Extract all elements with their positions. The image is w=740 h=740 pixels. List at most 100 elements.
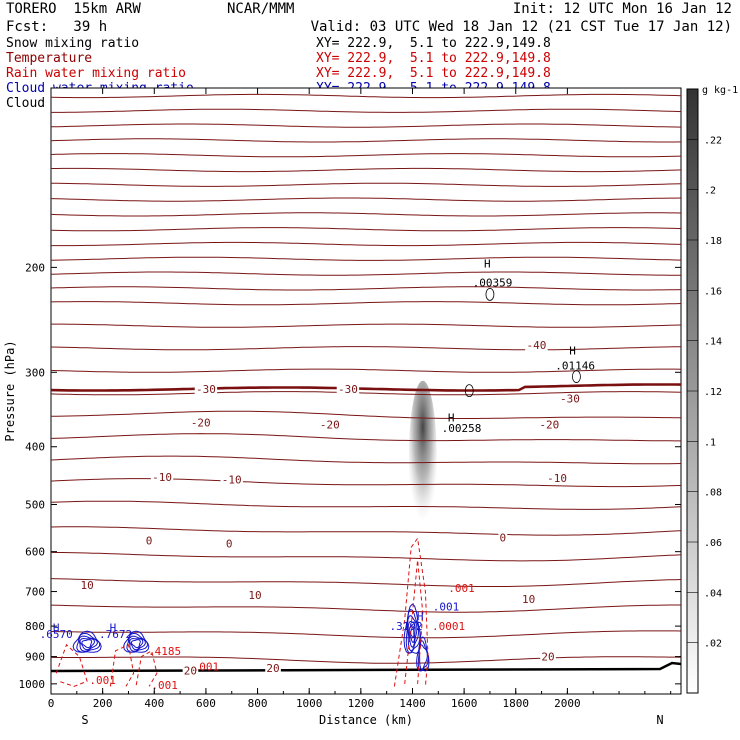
y-tick-label: 800 [25, 620, 45, 633]
x-tick-label: 2000 [554, 697, 581, 710]
isotherm-label: 0 [146, 535, 153, 548]
cloud-water-contour [418, 644, 428, 671]
rain-label: .001 [193, 660, 220, 673]
colorbar-tick-label: .04 [704, 588, 722, 599]
rain-water-contour [393, 537, 429, 687]
isotherm-line [51, 630, 681, 639]
isotherm-label-bg [520, 593, 537, 606]
y-tick-label: 400 [25, 441, 45, 454]
legend-label: Snow mixing ratio [6, 36, 140, 51]
isotherm-line [51, 604, 681, 613]
x-tick-label: 1800 [503, 697, 530, 710]
isotherm-label-bg [336, 383, 360, 396]
isotherm-line [51, 212, 681, 217]
isotherm-label: 10 [248, 589, 261, 602]
ice-contour [485, 287, 495, 301]
ice-label: H [448, 411, 455, 424]
isotherm-label-bg [265, 662, 281, 675]
isotherm-line [51, 551, 681, 562]
isotherm-line [51, 455, 681, 465]
isotherm-line [51, 271, 681, 276]
x-axis-label: Distance (km) [319, 713, 413, 727]
isotherm-label-bg [144, 535, 154, 548]
isotherm-line [51, 241, 681, 247]
isotherm-label-bg [189, 417, 212, 430]
y-tick-label: 600 [25, 546, 45, 559]
isotherm-line [51, 182, 681, 187]
isotherm-line [51, 346, 681, 351]
cloud-water-contour [123, 630, 150, 653]
isotherm-label-bg [224, 538, 234, 551]
isotherm-line [51, 167, 681, 173]
x-tick-label: 1200 [348, 697, 375, 710]
isotherm-label: 0 [226, 537, 233, 550]
isotherm-label: -30 [560, 393, 580, 406]
isotherm-line [51, 256, 681, 261]
cloud-water-label: H [53, 622, 60, 635]
isotherm-label: -20 [539, 418, 559, 431]
isotherm-label-bg [318, 419, 342, 432]
x-tick-label: 1600 [451, 697, 478, 710]
snow-plume [408, 380, 437, 537]
cloud-water-contour [407, 620, 418, 649]
isotherm-line [51, 410, 681, 419]
freezing-level-line [51, 383, 681, 392]
colorbar-tick-label: .12 [704, 387, 722, 398]
ice-label: .01146 [555, 359, 595, 372]
isotherm-label: 10 [81, 579, 94, 592]
rain-label: .001 [448, 582, 475, 595]
isotherm-label: -30 [338, 383, 358, 396]
colorbar-tick-label: .18 [704, 236, 722, 247]
rain-label: .0001 [432, 620, 465, 633]
rain-label: .001 [151, 679, 178, 692]
isotherm-label: 20 [184, 665, 197, 678]
rain-label: .001 [89, 674, 116, 687]
isotherm-line [51, 323, 681, 328]
isotherm-label: -40 [526, 339, 546, 352]
isotherm-line [51, 526, 681, 536]
isotherm-label: -10 [152, 471, 172, 484]
rain-water-contour [109, 644, 135, 687]
isotherm-label-bg [247, 590, 263, 603]
cloud-water-contour [126, 632, 148, 653]
cloud-water-contour [79, 637, 96, 651]
org-title: NCAR/MMM [227, 1, 295, 17]
isotherm-line [51, 123, 681, 128]
isotherm-label: 10 [522, 593, 535, 606]
ice-label: .00359 [473, 276, 513, 289]
isotherm-label: -20 [191, 416, 211, 429]
legend-xy: XY= 222.9, 5.1 to 222.9,149.8 [316, 66, 551, 81]
isotherm-label: -10 [222, 474, 242, 487]
isotherm-line [51, 108, 681, 113]
isotherm-label-bg [79, 580, 95, 593]
isotherm-label-bg [194, 383, 218, 396]
x-tick-label: 600 [196, 697, 216, 710]
cloud-water-contour [128, 635, 146, 652]
isotherm-label-bg [525, 340, 548, 353]
x-tick-label: 800 [248, 697, 268, 710]
plot-area [51, 93, 681, 687]
isotherm-label: 0 [500, 531, 507, 544]
isotherm-line [51, 227, 681, 232]
cloud-water-contour [408, 623, 416, 643]
x-tick-label: 200 [93, 697, 113, 710]
isotherm-label-bg [558, 393, 582, 406]
model-title: TORERO 15km ARW [6, 1, 141, 17]
x-tick-label: 1400 [399, 697, 426, 710]
isotherm-label: -10 [547, 472, 567, 485]
x-tick-label: 0 [48, 697, 55, 710]
x-tick-label: 1000 [296, 697, 323, 710]
y-axis-label: Pressure (hPa) [3, 340, 17, 441]
rain-label: .4185 [148, 645, 181, 658]
y-tick-label: 300 [25, 366, 45, 379]
init-time: Init: 12 UTC Mon 16 Jan 12 [512, 1, 732, 17]
cloud-water-contour [76, 632, 101, 653]
cloud-water-label: .6570 [40, 628, 73, 641]
colorbar-tick-label: .06 [704, 538, 722, 549]
isotherm-line [51, 391, 681, 396]
legend-label: Temperature [6, 51, 93, 66]
cloud-water-contour [403, 603, 422, 654]
ice-contour [572, 370, 581, 383]
y-tick-label: 900 [25, 651, 45, 664]
isotherm-label: 20 [541, 651, 554, 664]
